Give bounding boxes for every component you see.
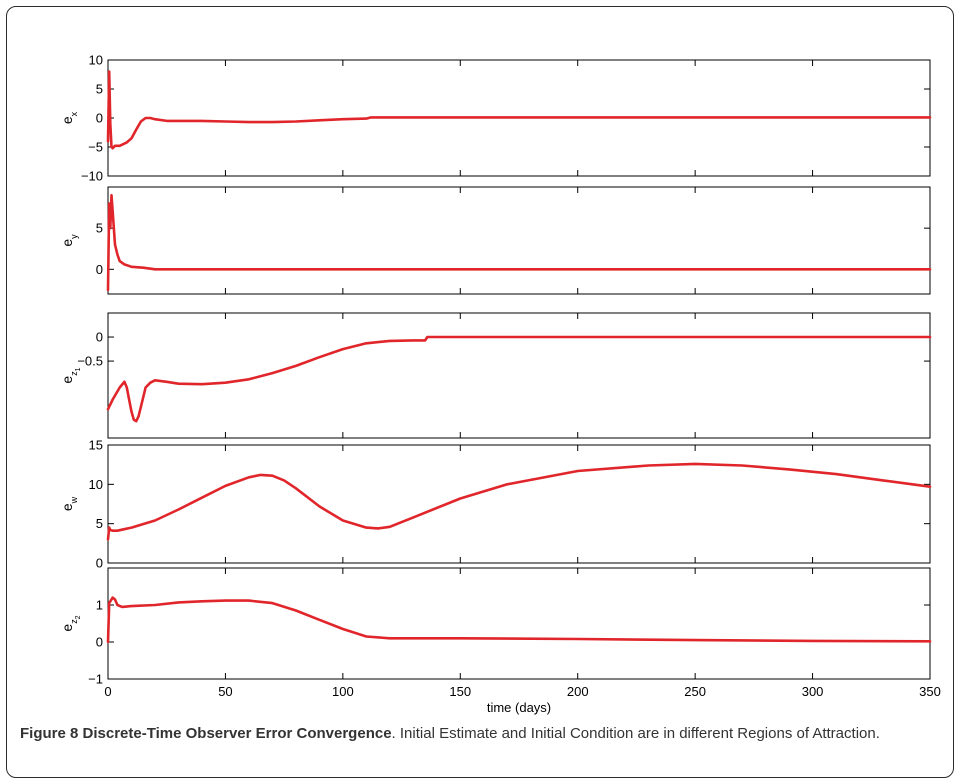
figure-caption: Figure 8 Discrete-Time Observer Error Co…	[20, 723, 940, 744]
x-tick-label: 350	[919, 684, 941, 699]
figure-frame	[6, 6, 954, 778]
y-tick-label: 10	[89, 53, 103, 68]
y-axis-label: ey	[59, 234, 79, 247]
x-tick-label: 200	[567, 684, 589, 699]
y-tick-label: 1	[96, 598, 103, 613]
subplot-2-ylabel: ey	[59, 234, 79, 247]
subplot-3-axes	[107, 312, 931, 439]
subplot-5-axes	[107, 567, 931, 680]
subplot-3-ylabel: ez1	[59, 367, 82, 383]
y-tick-label: 5	[96, 516, 103, 531]
y-tick-label: 15	[89, 438, 103, 453]
y-tick-label: 0	[96, 556, 103, 571]
figure-title: Figure 8 Discrete-Time Observer Error Co…	[20, 725, 392, 742]
y-axis-label: ex	[59, 111, 79, 124]
subplot-2-axes	[107, 186, 931, 295]
x-tick-label: 300	[802, 684, 824, 699]
subplot-4-ylabel: ew	[59, 496, 79, 511]
y-tick-label: −10	[81, 169, 103, 184]
y-tick-label: 0	[96, 262, 103, 277]
y-tick-label: 0	[96, 330, 103, 345]
y-tick-label: 0	[96, 111, 103, 126]
y-tick-label: 0	[96, 635, 103, 650]
x-tick-label: 100	[332, 684, 354, 699]
y-axis-label: ez2	[59, 615, 82, 631]
y-tick-label: 5	[96, 82, 103, 97]
subplot-1-series-line	[106, 70, 932, 150]
y-tick-label: 10	[89, 477, 103, 492]
subplot-5-series-line	[106, 596, 932, 644]
caption-text: . Initial Estimate and Initial Condition…	[391, 725, 880, 742]
x-tick-label: 250	[684, 684, 706, 699]
x-axis-label: time (days)	[487, 700, 551, 715]
subplot-2-series-line	[106, 193, 932, 292]
y-tick-label: −1	[88, 672, 103, 687]
x-tick-label: 0	[104, 684, 111, 699]
y-axis-label: ez1	[59, 367, 82, 383]
x-tick-label: 50	[218, 684, 232, 699]
subplot-4-series-line	[106, 462, 932, 541]
subplot-5-ylabel: ez2	[59, 615, 82, 631]
y-axis-label: ew	[59, 496, 79, 511]
y-tick-label: 5	[96, 221, 103, 236]
subplot-1-ylabel: ex	[59, 111, 79, 124]
subplot-3-series-line	[106, 335, 932, 423]
y-tick-label: −0.5	[77, 354, 103, 369]
subplot-4-axes	[107, 444, 931, 564]
y-tick-label: −5	[88, 140, 103, 155]
x-tick-label: 150	[449, 684, 471, 699]
